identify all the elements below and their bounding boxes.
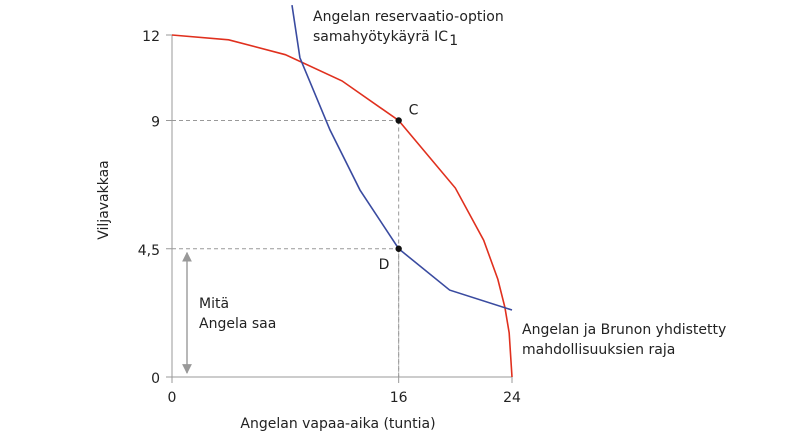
curve	[291, 4, 513, 311]
annotation: Angela saa	[199, 316, 276, 332]
y-tick-label: 0	[151, 371, 160, 387]
x-axis-label: Angelan vapaa-aika (tuntia)	[240, 416, 435, 432]
y-tick-label: 4,5	[138, 243, 160, 259]
x-tick-label: 24	[503, 390, 521, 406]
x-tick-label: 0	[168, 390, 177, 406]
curve	[171, 34, 513, 378]
annotation: mahdollisuuksien raja	[522, 342, 675, 358]
annotation-subscript: 1	[449, 33, 458, 49]
y-axis-label: Viljavakkaa	[96, 160, 112, 240]
y-tick-label: 12	[142, 29, 160, 45]
point	[395, 245, 402, 252]
point	[395, 117, 402, 124]
point-label: C	[409, 103, 419, 119]
annotation: Angelan ja Brunon yhdistetty	[522, 322, 726, 338]
annotation: samahyötykäyrä IC	[313, 29, 448, 45]
x-tick-label: 16	[390, 390, 408, 406]
point-label: D	[379, 257, 390, 273]
annotation: Mitä	[199, 296, 229, 312]
annotation: Angelan reservaatio-option	[313, 9, 504, 25]
y-tick-label: 9	[151, 115, 160, 131]
